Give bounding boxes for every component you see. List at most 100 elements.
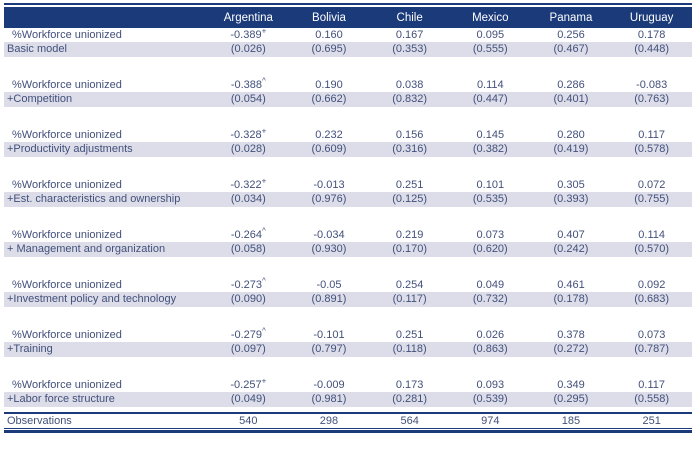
coefficient-row-label: %Workforce unionized: [12, 28, 122, 41]
standard-error-value: (0.125): [392, 193, 428, 205]
standard-error-value: (0.863): [472, 343, 508, 355]
top-rule: [4, 3, 692, 5]
coefficient-value: 0.219: [395, 228, 424, 241]
standard-error-value: (0.755): [634, 193, 670, 205]
coefficient-value: -0.257+: [230, 375, 267, 391]
coefficient-value: 0.093: [476, 378, 505, 391]
observations-value: 185: [561, 414, 581, 427]
standard-error-value: (0.578): [634, 143, 670, 155]
standard-error-row: Basic model (0.026) (0.695) (0.353) (0.555) (…: [4, 42, 692, 57]
standard-error-value: (0.419): [553, 143, 589, 155]
standard-error-value: (0.832): [392, 93, 428, 105]
coefficient-value: 0.101: [476, 178, 505, 191]
standard-error-value: (0.272): [553, 343, 589, 355]
coefficient-row: %Workforce unionized -0.273^ -0.05 0.254 0.0…: [4, 276, 692, 292]
significance-mark: ^: [262, 225, 266, 235]
standard-error-value: (0.539): [472, 393, 508, 405]
standard-error-value: (0.620): [472, 243, 508, 255]
standard-error-value: (0.535): [472, 193, 508, 205]
standard-error-value: (0.763): [634, 93, 670, 105]
coefficient-value: 0.038: [395, 78, 424, 91]
standard-error-value: (0.353): [392, 43, 428, 55]
observations-value: 251: [642, 414, 661, 427]
column-header-mexico: Mexico: [472, 11, 509, 24]
coefficient-row-label: %Workforce unionized: [12, 378, 122, 391]
spacer-cell: [4, 357, 692, 378]
significance-mark: +: [261, 375, 267, 385]
column-header-bolivia: Bolivia: [312, 11, 346, 24]
model-row-label: +Labor force structure: [7, 393, 115, 405]
spacer-cell: [4, 157, 692, 178]
coefficient-value: 0.251: [395, 178, 424, 191]
coefficient-value: -0.05: [316, 278, 342, 291]
coefficient-row: %Workforce unionized -0.257+ -0.009 0.173 0.…: [4, 375, 692, 392]
coefficient-row: %Workforce unionized -0.322+ -0.013 0.251 0.…: [4, 176, 692, 192]
coefficient-value: 0.156: [395, 128, 424, 141]
spacer-cell: [4, 107, 692, 128]
standard-error-row: +Investment policy and technology (0.090)…: [4, 292, 692, 307]
significance-mark: +: [261, 125, 267, 135]
significance-mark: ^: [262, 75, 266, 85]
standard-error-value: (0.178): [553, 293, 589, 305]
standard-error-value: (0.097): [230, 343, 266, 355]
coefficient-value: 0.072: [637, 178, 666, 191]
coefficient-row-label: %Workforce unionized: [12, 178, 122, 191]
standard-error-row: +Competition (0.054) (0.662) (0.832) (0.447)…: [4, 92, 692, 107]
coefficient-value: 0.280: [557, 128, 585, 141]
standard-error-value: (0.891): [311, 293, 347, 305]
coefficient-value: -0.388^: [230, 75, 266, 91]
standard-error-value: (0.976): [311, 193, 347, 205]
standard-error-value: (0.090): [230, 293, 266, 305]
column-header-panama: Panama: [549, 11, 593, 24]
coefficient-value: 0.378: [557, 328, 585, 341]
standard-error-row: +Est. characteristics and ownership (0.03…: [4, 192, 692, 207]
coefficient-value: 0.254: [395, 278, 424, 291]
coefficient-value: 0.114: [638, 228, 665, 241]
coefficient-value: -0.101: [313, 328, 345, 341]
coefficient-value: -0.389+: [230, 25, 267, 41]
coefficient-value: 0.092: [637, 278, 666, 291]
coefficient-row: %Workforce unionized -0.279^ -0.101 0.251 0.…: [4, 325, 692, 342]
standard-error-value: (0.170): [392, 243, 428, 255]
standard-error-value: (0.118): [392, 343, 427, 355]
model-row-label: +Training: [7, 343, 53, 355]
standard-error-value: (0.054): [230, 93, 266, 105]
standard-error-value: (0.058): [230, 243, 266, 255]
spacer-cell: [4, 307, 692, 328]
spacer-row: [4, 157, 692, 178]
standard-error-row: +Productivity adjustments (0.028) (0.609) (…: [4, 142, 692, 157]
spacer-row: [4, 107, 692, 128]
standard-error-row: +Training (0.097) (0.797) (0.118) (0.863) (0.…: [4, 342, 692, 357]
spacer-row: [4, 207, 692, 228]
standard-error-value: (0.281): [392, 393, 428, 405]
observations-value: 564: [400, 414, 419, 427]
spacer-cell: [4, 207, 692, 228]
standard-error-value: (0.930): [311, 243, 347, 255]
results-table: Argentina Bolivia Chile Mexico Panama Ur…: [4, 7, 692, 428]
significance-mark: ^: [262, 325, 266, 335]
coefficient-value: 0.073: [476, 228, 505, 241]
coefficient-row: %Workforce unionized -0.389+ 0.160 0.167 0.0…: [4, 25, 692, 42]
coefficient-row-label: %Workforce unionized: [12, 228, 122, 241]
column-header-empty: [4, 7, 208, 28]
coefficient-value: -0.083: [636, 78, 668, 91]
coefficient-value: 0.073: [637, 328, 666, 341]
coefficient-value: 0.190: [315, 78, 343, 91]
coefficient-value: -0.264^: [230, 225, 266, 241]
coefficient-value: 0.461: [557, 278, 585, 291]
coefficient-row-label: %Workforce unionized: [12, 328, 122, 341]
coefficient-value: -0.013: [313, 178, 345, 191]
standard-error-value: (0.447): [472, 93, 508, 105]
coefficient-value: 0.026: [476, 328, 505, 341]
coefficient-value: 0.256: [557, 28, 585, 41]
column-header-uruguay: Uruguay: [629, 11, 674, 24]
spacer-row: [4, 357, 692, 378]
coefficient-value: 0.349: [557, 378, 585, 391]
standard-error-value: (0.609): [311, 143, 347, 155]
observations-value: 540: [239, 414, 258, 427]
standard-error-row: +Labor force structure (0.049) (0.981) (0.2…: [4, 392, 692, 407]
coefficient-value: -0.009: [313, 378, 345, 391]
coefficient-row: %Workforce unionized -0.328+ 0.232 0.156 0.1…: [4, 125, 692, 142]
spacer-cell: [4, 257, 692, 278]
